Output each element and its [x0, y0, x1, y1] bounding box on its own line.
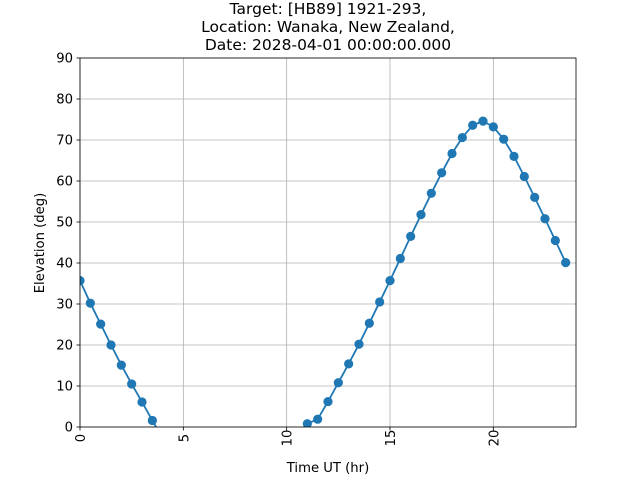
data-point-2	[96, 319, 106, 329]
axis-ticks: 0 5 10 15 20 0 10 20 30 40 50 60 70 80 90	[56, 52, 502, 447]
y-tick-label-2: 20	[56, 339, 73, 354]
data-point-1	[85, 298, 95, 308]
title-line-2: Location: Wanaka, New Zealand,	[201, 18, 455, 36]
data-point-37	[457, 132, 467, 143]
data-point-32	[406, 231, 416, 241]
data-point-36	[447, 148, 457, 159]
x-tick-label-1: 5	[177, 434, 192, 442]
title-line-3: Date: 2028-04-01 00:00:00.000	[205, 36, 451, 54]
y-tick-label-5: 50	[56, 216, 73, 231]
data-point-27	[354, 339, 364, 349]
data-point-28	[364, 318, 374, 328]
x-tick-label-0: 0	[74, 434, 89, 442]
x-tick-label-3: 15	[384, 430, 399, 447]
data-point-43	[519, 171, 529, 182]
data-point-3	[106, 340, 116, 350]
data-point-25	[333, 378, 343, 388]
title-line-1: Target: [HB89] 1921-293,	[229, 0, 427, 18]
data-point-6	[137, 397, 147, 407]
data-point-41	[499, 134, 509, 144]
data-point-47	[561, 257, 571, 268]
data-point-38	[468, 120, 478, 130]
data-point-23	[313, 414, 323, 424]
data-point-26	[344, 359, 354, 369]
y-tick-label-8: 80	[56, 93, 73, 108]
series-elevation	[80, 116, 571, 427]
data-point-46	[550, 235, 560, 246]
y-tick-label-9: 90	[56, 52, 73, 67]
data-point-30	[385, 276, 395, 286]
y-tick-label-7: 70	[56, 134, 73, 149]
data-point-33	[416, 210, 426, 220]
data-point-31	[395, 253, 405, 264]
data-point-44	[530, 192, 540, 202]
data-point-39	[478, 116, 488, 126]
data-point-34	[426, 188, 436, 198]
data-point-35	[437, 168, 447, 178]
data-point-22	[302, 419, 312, 427]
data-point-7	[147, 415, 157, 426]
y-tick-label-4: 40	[56, 257, 73, 272]
data-point-40	[488, 122, 498, 132]
y-tick-label-3: 30	[56, 298, 73, 313]
x-axis-label: Time UT (hr)	[286, 461, 369, 476]
y-tick-label-6: 60	[56, 175, 73, 190]
y-tick-label-0: 0	[65, 421, 73, 436]
y-axis-label: Elevation (deg)	[33, 193, 48, 294]
data-point-24	[323, 396, 333, 407]
x-tick-label-2: 10	[281, 430, 296, 447]
data-point-42	[509, 151, 519, 161]
data-point-0	[80, 276, 85, 286]
data-point-45	[540, 214, 550, 224]
x-tick-label-4: 20	[487, 430, 502, 447]
data-point-4	[116, 360, 126, 370]
data-point-29	[375, 297, 385, 307]
y-tick-label-1: 10	[56, 380, 73, 395]
plot-area-frame	[79, 57, 577, 428]
data-point-5	[127, 379, 137, 389]
chart-title: Target: [HB89] 1921-293, Location: Wanak…	[201, 0, 455, 54]
